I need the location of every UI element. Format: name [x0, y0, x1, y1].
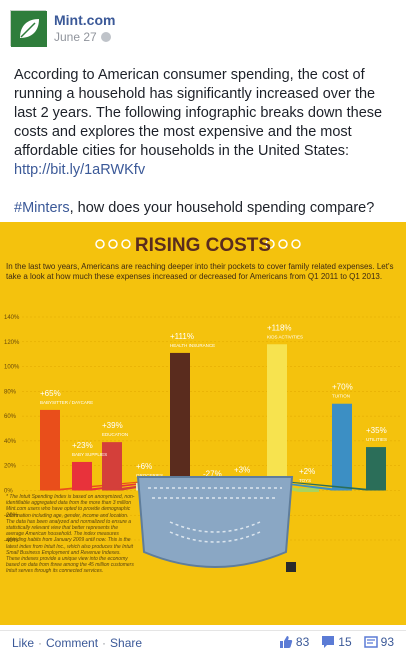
- bar-value-label: +3%: [234, 466, 250, 475]
- bar-value-label: +118%: [267, 323, 292, 332]
- bar: [366, 447, 386, 491]
- post-meta: June 27: [54, 30, 111, 44]
- title-dots: [95, 239, 301, 249]
- leaf-icon: [11, 11, 47, 47]
- bar-value-label: +23%: [72, 441, 93, 450]
- likes-number: 83: [295, 635, 310, 649]
- post-header: Mint.com June 27: [10, 10, 390, 50]
- bar-value-label: -27%: [203, 469, 222, 478]
- bar-category-label: HEALTH INSURANCE: [170, 343, 215, 348]
- bar: [72, 461, 92, 491]
- bar-category-label: BABY SUPPLIES: [72, 452, 107, 457]
- bar: [102, 442, 122, 491]
- infographic-intro: In the last two years, Americans are rea…: [6, 262, 394, 281]
- shares-count[interactable]: 93: [363, 635, 394, 649]
- comments-number: 15: [338, 635, 352, 649]
- bar: [332, 403, 352, 491]
- bar-category-label: TOYS: [299, 478, 311, 483]
- post-date[interactable]: June 27: [54, 30, 97, 44]
- post-actions: Like · Comment · Share: [12, 636, 142, 650]
- share-link[interactable]: Share: [110, 636, 143, 650]
- y-tick-label: 60%: [4, 414, 17, 420]
- y-tick-label: 20%: [4, 464, 17, 470]
- bar: [299, 487, 319, 492]
- likes-count[interactable]: 83: [279, 635, 309, 649]
- bar-category-label: GROCERIES: [136, 473, 163, 478]
- bar-category-label: EDUCATION: [102, 432, 128, 437]
- bar-category-label: UTILITIES: [366, 437, 387, 442]
- y-tick-label: 140%: [4, 315, 20, 321]
- y-tick-label: -20%: [4, 513, 19, 519]
- infographic-title: RISING COSTS: [135, 235, 271, 256]
- comment-icon: [322, 636, 335, 648]
- post-footer: Like · Comment · Share 83 15 93: [0, 630, 406, 655]
- bar-value-label: +35%: [366, 426, 387, 435]
- rising-costs-chart: RISING COSTS In the last two years, Amer…: [0, 222, 406, 625]
- bar-category-label: KIDS ACTIVITIES: [267, 334, 303, 339]
- infographic-image[interactable]: RISING COSTS In the last two years, Amer…: [0, 222, 406, 625]
- y-tick-label: 100%: [4, 365, 20, 371]
- comments-count[interactable]: 15: [321, 635, 352, 649]
- bar-value-label: +6%: [136, 462, 152, 471]
- bar-value-label: +39%: [102, 421, 123, 430]
- bar-category-label: TUITION: [332, 394, 350, 399]
- bar-labels: +65% BABYSITTER / DAYCARE +23% BABY SUPPLIE…: [40, 323, 387, 485]
- bar-ribbon: [264, 480, 386, 491]
- post-text: According to American consumer spending,…: [14, 66, 394, 237]
- post-hashtag[interactable]: #Minters: [14, 200, 70, 216]
- bar-category-label: BABYSITTER / DAYCARE: [40, 400, 93, 405]
- bar-value-label: +2%: [299, 467, 315, 476]
- y-tick-label: 0%: [4, 488, 13, 494]
- page-avatar[interactable]: [10, 10, 47, 47]
- bar: [40, 409, 60, 491]
- y-tick-label: -40%: [4, 538, 19, 544]
- bar-value-label: +65%: [40, 389, 61, 398]
- bar: [267, 344, 287, 491]
- post-link[interactable]: http://bit.ly/1aRWKfv: [14, 162, 146, 178]
- comment-link[interactable]: Comment: [46, 636, 99, 650]
- share-icon: [363, 636, 378, 648]
- post-question: , how does your household spending compa…: [69, 200, 375, 216]
- footnote-wrapper: * The Intuit Spending Index is based on …: [6, 494, 135, 575]
- bar: [170, 352, 190, 491]
- separator: ·: [102, 636, 107, 650]
- like-link[interactable]: Like: [12, 636, 35, 650]
- y-tick-label: 40%: [4, 439, 17, 445]
- y-tick-label: 80%: [4, 389, 17, 395]
- jeans-pocket: [136, 476, 296, 572]
- thumbs-up-icon: [279, 636, 293, 648]
- bar-value-label: +70%: [332, 383, 353, 392]
- globe-icon: [100, 32, 111, 42]
- post-body: According to American consumer spending,…: [14, 67, 383, 159]
- post-counts: 83 15 93: [279, 635, 394, 649]
- separator: ·: [38, 636, 43, 650]
- shares-number: 93: [380, 635, 394, 649]
- y-tick-label: 120%: [4, 340, 20, 346]
- bar-value-label: +111%: [170, 332, 194, 341]
- page-name[interactable]: Mint.com: [54, 12, 116, 28]
- intro-wrapper: In the last two years, Americans are rea…: [6, 262, 394, 281]
- infographic-footnote: * The Intuit Spending Index is based on …: [6, 494, 135, 575]
